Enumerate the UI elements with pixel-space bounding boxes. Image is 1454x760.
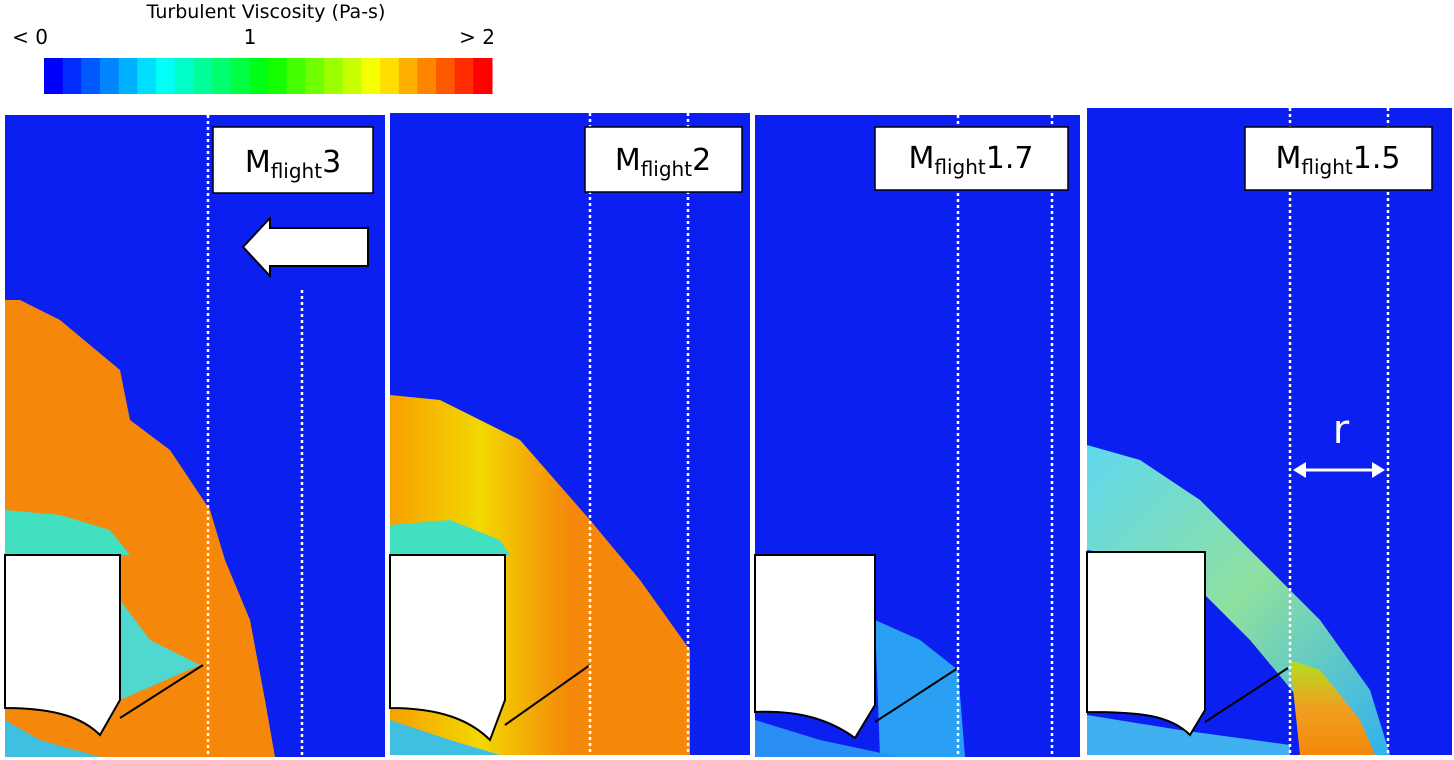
subscript: flight [271,159,323,183]
region [120,600,200,700]
region [390,720,500,755]
region [1087,715,1290,755]
colorbar-swatch [342,58,362,94]
symbol: M [909,141,935,176]
colorbar-swatch [137,58,157,94]
colorbar-swatch [100,58,120,94]
region [1290,660,1375,755]
colorbar-max: > 2 [459,25,495,49]
flow-arrow [241,215,369,279]
colorbar-swatch [212,58,232,94]
panel-label: Mflight3 [245,145,341,183]
symbol: M [1276,141,1302,176]
label-box [1244,126,1433,191]
annotation: r [1333,407,1350,453]
colorbar-swatch [268,58,288,94]
region [5,720,100,757]
region [875,620,965,757]
ramp [119,664,204,719]
body [754,554,876,740]
colorbar-min: < 0 [12,25,48,49]
label-box [584,126,743,193]
colorbar-title: Turbulent Viscosity (Pa-s) [146,1,386,23]
subscript: flight [641,157,693,181]
colorbar [44,58,493,94]
colorbar-swatch [305,58,325,94]
colorbar-swatch [62,58,82,94]
label-box [874,126,1069,191]
colorbar-swatch [118,58,138,94]
colorbar-swatch [81,58,101,94]
region [390,520,510,555]
colorbar-swatch [417,58,437,94]
colorbar-swatch [398,58,418,94]
mach-value: 3 [322,145,341,180]
subscript: flight [1301,155,1353,179]
region [5,510,130,555]
region [755,720,900,757]
ramp [1204,667,1289,723]
mach-value: 1.7 [986,141,1034,176]
colorbar-mid: 1 [244,25,257,49]
panel-label: Mflight2 [615,143,711,181]
body [4,554,121,737]
colorbar-swatch [286,58,306,94]
body [1086,551,1206,737]
panel: r Mflight1.5 [1086,108,1452,755]
label-box [212,126,374,194]
panel: Mflight2 [389,113,750,755]
panel-label: Mflight1.5 [1276,141,1401,179]
colorbar-swatch [230,58,250,94]
panel: Mflight1.7 [754,115,1080,757]
colorbar-swatch [436,58,456,94]
colorbar-swatch [361,58,381,94]
subscript: flight [934,155,986,179]
panel-label: Mflight1.7 [909,141,1034,179]
colorbar-swatch [193,58,213,94]
panel: Mflight3 [4,115,385,757]
colorbar-swatch [380,58,400,94]
ramp [504,664,591,726]
colorbar-swatch [454,58,474,94]
colorbar-swatch [473,58,493,94]
colorbar-swatch [324,58,344,94]
symbol: M [245,145,271,180]
symbol: M [615,143,641,178]
colorbar-swatch [174,58,194,94]
body [389,554,506,742]
ramp [874,667,959,723]
mach-value: 1.5 [1353,141,1401,176]
colorbar-swatch [44,58,64,94]
colorbar-swatch [156,58,176,94]
colorbar-swatch [249,58,269,94]
mach-value: 2 [692,143,711,178]
